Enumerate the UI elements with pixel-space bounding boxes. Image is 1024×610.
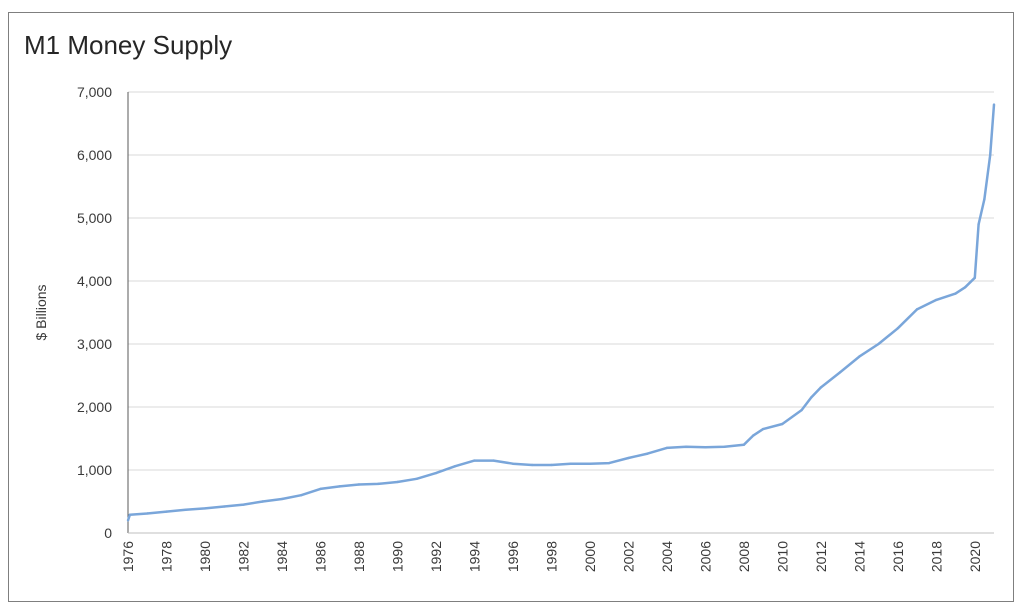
y-tick-label: 4,000 xyxy=(77,273,112,289)
data-point xyxy=(684,445,688,448)
data-point xyxy=(184,508,187,511)
data-point xyxy=(983,197,986,201)
y-axis-ticks: 0 1,000 2,000 3,000 4,000 5,000 6,000 7,000 xyxy=(77,84,112,541)
data-point xyxy=(607,461,611,465)
data-point xyxy=(146,512,149,515)
y-tick-label: 3,000 xyxy=(77,336,112,352)
x-tick-label: 1980 xyxy=(197,541,213,572)
data-point xyxy=(963,286,967,289)
x-tick-label: 1988 xyxy=(351,541,367,572)
x-axis-ticks: 1976 1978 1980 1982 1984 1986 1988 1990 1992 1994… xyxy=(120,541,983,572)
x-tick-label: 1976 xyxy=(120,541,136,572)
data-point xyxy=(530,463,534,467)
data-point xyxy=(838,371,842,374)
y-tick-label: 7,000 xyxy=(77,84,112,100)
x-tick-label: 2018 xyxy=(928,541,944,572)
data-point xyxy=(896,327,899,330)
x-tick-label: 1992 xyxy=(428,541,444,572)
data-point xyxy=(761,427,765,431)
data-point xyxy=(627,456,630,460)
x-tick-label: 2012 xyxy=(813,541,829,572)
data-point xyxy=(935,298,938,302)
data-point xyxy=(704,446,707,449)
data-point xyxy=(319,487,322,491)
data-point xyxy=(300,494,303,497)
x-tick-label: 1996 xyxy=(505,541,521,572)
x-tick-label: 2000 xyxy=(582,541,598,572)
data-point xyxy=(781,422,784,426)
data-point xyxy=(973,276,976,280)
series-line xyxy=(126,104,996,521)
x-tick-label: 2006 xyxy=(697,541,713,572)
y-tick-label: 0 xyxy=(104,525,112,541)
data-point xyxy=(396,480,399,484)
x-tick-label: 2002 xyxy=(620,541,636,572)
data-point xyxy=(977,223,980,226)
x-tick-label: 1984 xyxy=(274,541,290,572)
y-tick-label: 5,000 xyxy=(77,210,112,226)
data-point xyxy=(819,386,822,389)
data-point xyxy=(877,342,880,346)
x-tick-label: 1990 xyxy=(389,541,405,572)
data-point xyxy=(752,434,755,437)
data-point xyxy=(357,483,361,486)
data-point xyxy=(988,153,992,157)
data-point xyxy=(453,465,457,468)
data-point xyxy=(126,519,130,522)
data-point xyxy=(223,505,226,508)
data-point xyxy=(809,396,813,399)
gridlines xyxy=(128,91,994,471)
data-point xyxy=(588,462,592,465)
data-point xyxy=(511,462,515,465)
x-tick-label: 2004 xyxy=(659,541,675,572)
x-tick-label: 2010 xyxy=(774,541,790,572)
data-point xyxy=(569,462,572,465)
data-points xyxy=(126,103,996,522)
y-axis-label: $ Billions xyxy=(33,284,49,340)
x-tick-label: 2016 xyxy=(890,541,906,572)
data-point xyxy=(858,355,861,358)
x-tick-label: 1978 xyxy=(158,541,174,572)
y-tick-label: 6,000 xyxy=(77,147,112,163)
data-point xyxy=(915,308,919,311)
data-point xyxy=(742,443,746,446)
data-point xyxy=(800,408,803,412)
data-point xyxy=(473,459,476,462)
data-point xyxy=(376,482,380,486)
x-tick-label: 1994 xyxy=(466,541,482,572)
data-point xyxy=(128,513,132,516)
x-tick-label: 1998 xyxy=(543,541,559,572)
data-point xyxy=(415,477,418,481)
data-point xyxy=(203,507,207,510)
chart-title: M1 Money Supply xyxy=(24,30,233,60)
data-point xyxy=(665,446,669,450)
data-point xyxy=(280,497,284,501)
x-tick-label: 1982 xyxy=(235,541,251,572)
chart-frame xyxy=(8,12,1014,602)
data-point xyxy=(646,452,649,455)
x-tick-label: 1986 xyxy=(312,541,328,572)
data-point xyxy=(434,471,438,475)
x-tick-label: 2020 xyxy=(967,541,983,572)
data-point xyxy=(492,459,495,462)
data-point xyxy=(992,103,996,106)
data-point xyxy=(550,463,553,467)
x-tick-label: 2008 xyxy=(736,541,752,572)
data-point xyxy=(165,510,168,513)
y-tick-label: 2,000 xyxy=(77,399,112,415)
data-point xyxy=(242,503,245,506)
y-tick-label: 1,000 xyxy=(77,462,112,478)
data-point xyxy=(261,500,264,503)
data-point xyxy=(954,292,957,295)
data-point xyxy=(338,485,341,488)
x-tick-label: 2014 xyxy=(851,541,867,572)
data-point xyxy=(723,445,726,448)
